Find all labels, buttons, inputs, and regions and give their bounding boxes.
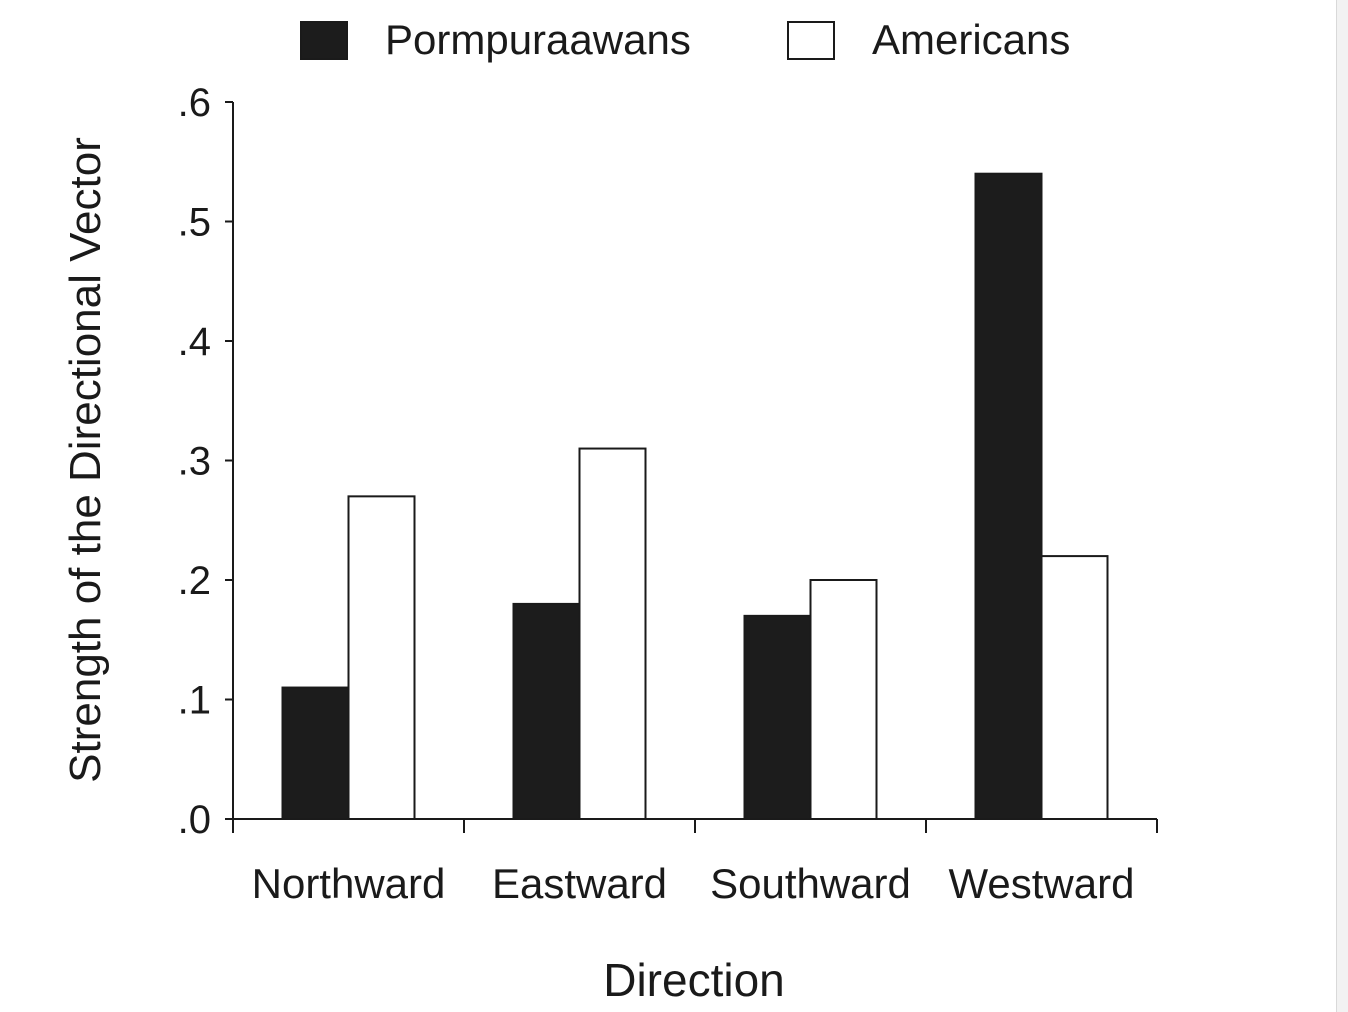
bar-americans bbox=[1040, 555, 1109, 820]
bar-pormpuraawans bbox=[743, 614, 812, 820]
y-axis: .0 .1 .2 .3 .4 .5 .6 bbox=[178, 81, 234, 842]
y-tick-label: .3 bbox=[178, 440, 211, 484]
y-axis-label: Strength of the Directional Vector bbox=[61, 137, 110, 783]
legend-label: Americans bbox=[872, 16, 1070, 63]
y-tick-label: .6 bbox=[178, 81, 211, 125]
x-tick-label: Southward bbox=[710, 860, 911, 907]
bar-americans bbox=[347, 495, 416, 820]
x-axis-label: Direction bbox=[603, 954, 785, 1006]
x-tick-label: Northward bbox=[252, 860, 446, 907]
bar-pormpuraawans bbox=[281, 686, 350, 820]
legend-swatch bbox=[300, 21, 348, 60]
y-tick-label: .5 bbox=[178, 201, 211, 245]
x-tick-label: Westward bbox=[949, 860, 1135, 907]
bar-americans bbox=[809, 579, 878, 820]
page-edge bbox=[1336, 0, 1348, 1012]
x-axis: Northward Eastward Southward Westward bbox=[232, 818, 1158, 907]
y-tick-label: .2 bbox=[178, 559, 211, 603]
y-tick-label: .4 bbox=[178, 320, 211, 364]
y-tick-label: .1 bbox=[178, 679, 211, 723]
bar-pormpuraawans bbox=[512, 602, 581, 821]
y-tick-label: .0 bbox=[178, 798, 211, 842]
bar-pormpuraawans bbox=[974, 172, 1043, 820]
legend: Pormpuraawans Americans bbox=[300, 16, 1070, 63]
bars bbox=[281, 172, 1109, 821]
bar-americans bbox=[578, 447, 647, 820]
x-tick-label: Eastward bbox=[492, 860, 667, 907]
legend-swatch bbox=[787, 21, 835, 60]
legend-label: Pormpuraawans bbox=[385, 16, 691, 63]
